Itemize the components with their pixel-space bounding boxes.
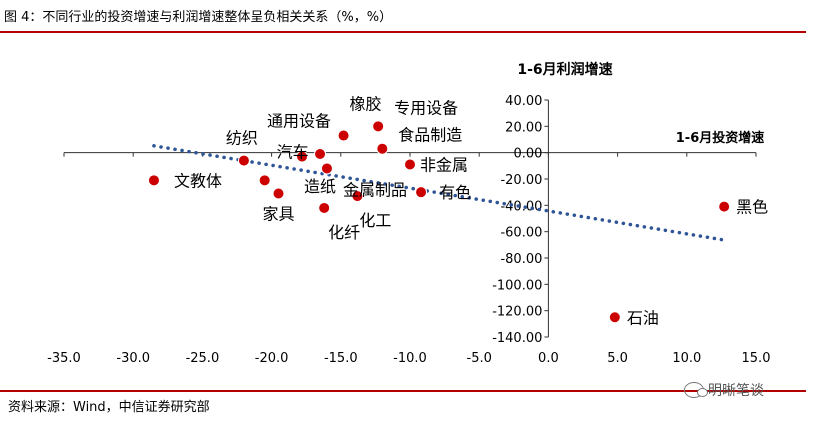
- x-tick-label: 0.0: [538, 351, 559, 366]
- data-point: [415, 186, 428, 199]
- data-point: [147, 174, 160, 187]
- data-point: [337, 129, 350, 142]
- data-point: [272, 187, 285, 200]
- data-point: [351, 190, 364, 203]
- point-label: 汽车: [277, 142, 309, 161]
- data-point: [314, 147, 327, 160]
- data-point: [608, 311, 621, 324]
- watermark-text: 明晰笔谈: [708, 383, 764, 399]
- y-tick-label: 20.00: [505, 120, 542, 135]
- point-label: 金属制品: [343, 180, 407, 199]
- point-label: 文教体: [174, 171, 222, 190]
- y-tick-label: 0.00: [513, 147, 542, 162]
- data-point: [318, 201, 331, 214]
- x-tick-label: -25.0: [186, 351, 220, 366]
- point-label: 食品制造: [398, 126, 462, 145]
- top-rule: [0, 31, 806, 33]
- point-label: 家具: [263, 204, 295, 223]
- bottom-rule: [0, 390, 806, 392]
- chart-title: 图 4：不同行业的投资增速与利润增速整体呈负相关关系（%，%）: [4, 10, 393, 25]
- y-tick-label: -40.00: [500, 199, 542, 214]
- y-tick-label: -60.00: [500, 226, 542, 241]
- data-point: [376, 142, 389, 155]
- data-point: [718, 200, 731, 213]
- data-point: [258, 174, 271, 187]
- x-tick-label: 5.0: [607, 351, 628, 366]
- wechat-icon: [684, 382, 708, 398]
- x-tick-label: -35.0: [47, 351, 81, 366]
- y-tick-label: -80.00: [500, 252, 542, 267]
- point-label: 化纤: [328, 223, 360, 242]
- y-tick-label: -100.00: [492, 278, 542, 293]
- y-tick-label: 40.00: [505, 94, 542, 109]
- y-tick-label: -140.00: [492, 331, 542, 346]
- y-tick-label: -20.00: [500, 173, 542, 188]
- x-tick-label: -20.0: [255, 351, 289, 366]
- data-point: [404, 158, 416, 171]
- data-point: [237, 154, 250, 167]
- data-point: [296, 150, 309, 163]
- data-point: [320, 162, 333, 175]
- point-label: 纺织: [226, 129, 258, 148]
- point-label: 有色: [439, 183, 471, 202]
- point-label: 化工: [359, 211, 391, 230]
- x-axis-title: 1-6月投资增速: [676, 130, 765, 146]
- axes: -35.0 -30.0 -25.0 -20.0 -15.0 -10.0 -5.0 0.0 5.0…: [47, 94, 770, 366]
- point-label: 石油: [627, 308, 659, 327]
- point-label: 非金属: [420, 156, 468, 175]
- point-label: 黑色: [736, 198, 768, 217]
- x-tick-label: -30.0: [116, 351, 150, 366]
- source-note: 资料来源：Wind，中信证券研究部: [8, 400, 210, 415]
- points-layer: [147, 120, 731, 324]
- watermark: 明晰笔谈: [684, 380, 764, 400]
- y-tick-label: -120.00: [492, 305, 542, 320]
- point-label: 专用设备: [394, 98, 458, 117]
- y-axis-title: 1-6月利润增速: [517, 61, 612, 78]
- point-label: 通用设备: [267, 112, 331, 131]
- x-tick-label: -5.0: [467, 351, 492, 366]
- x-tick-label: 15.0: [742, 351, 771, 366]
- x-tick-label: -15.0: [324, 351, 358, 366]
- point-label: 造纸: [304, 177, 336, 196]
- data-point: [372, 120, 385, 133]
- point-label: 橡胶: [350, 95, 382, 114]
- x-tick-label: -10.0: [393, 351, 427, 366]
- x-tick-label: 10.0: [672, 351, 701, 366]
